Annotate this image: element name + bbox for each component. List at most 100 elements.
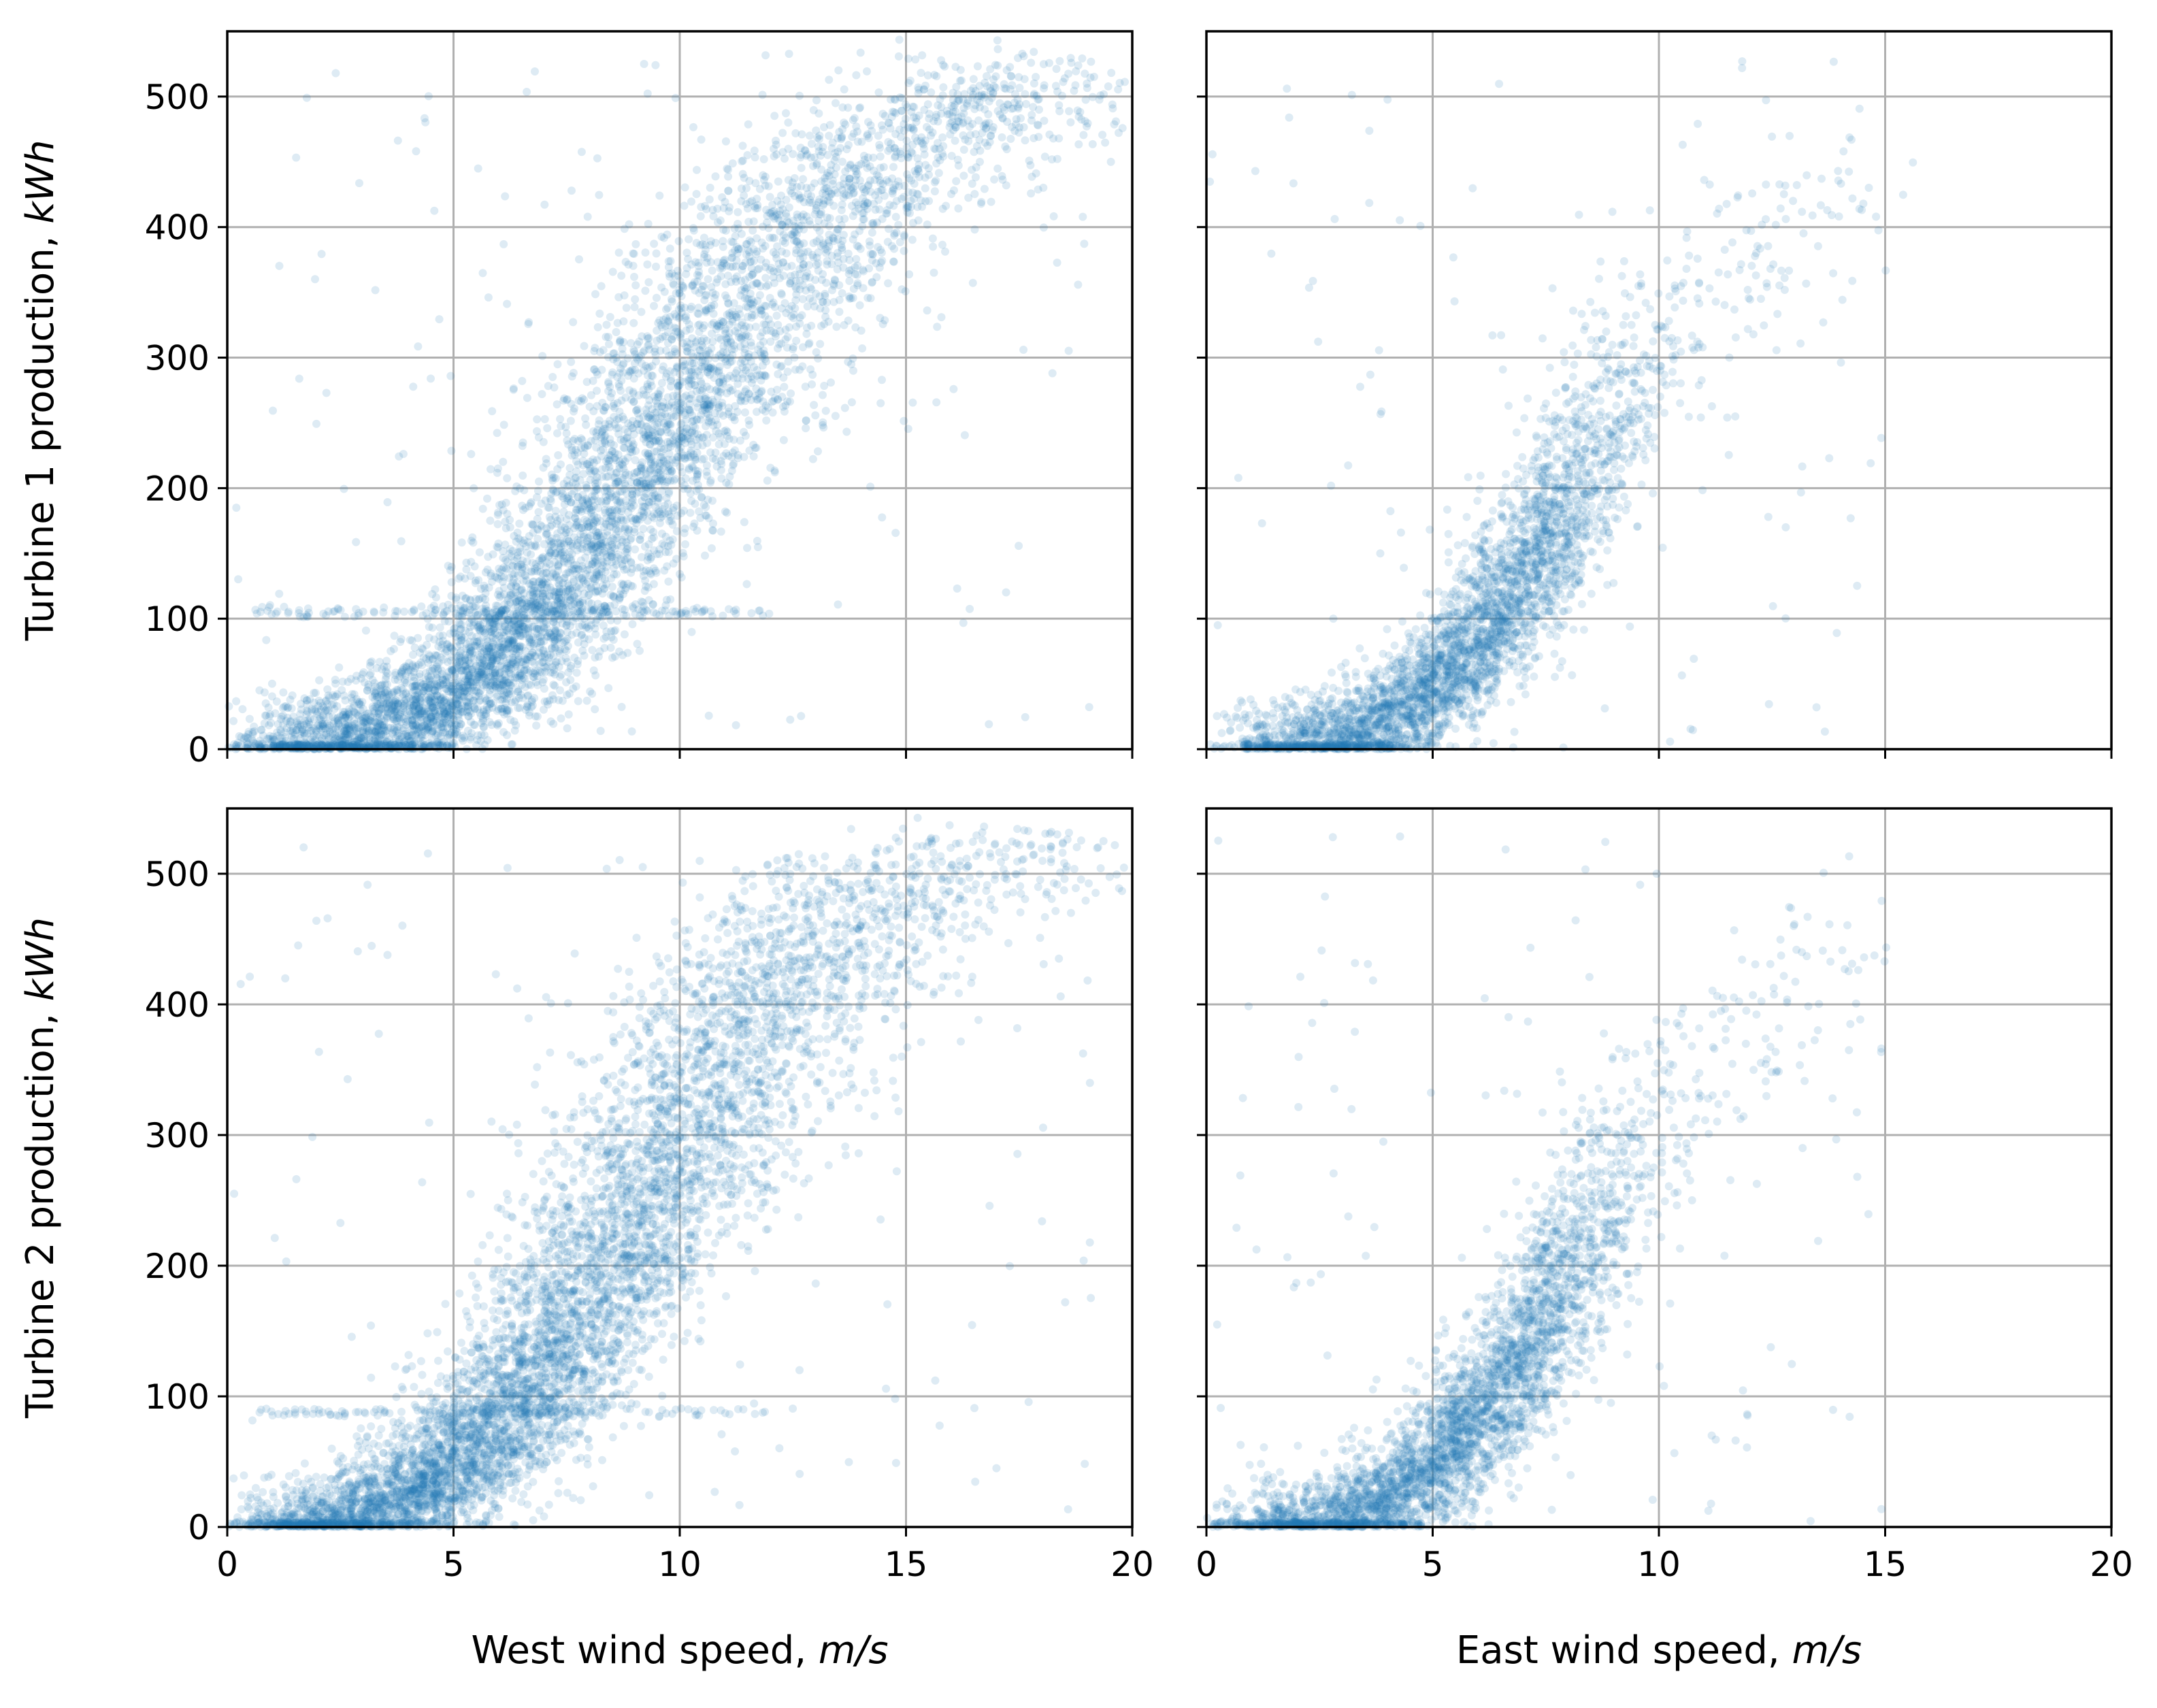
scatter-point <box>562 678 570 687</box>
scatter-point <box>845 293 853 301</box>
scatter-point <box>990 176 998 184</box>
scatter-point <box>807 192 815 200</box>
scatter-point <box>819 391 827 399</box>
scatter-point <box>429 623 437 631</box>
scatter-point <box>629 487 637 495</box>
scatter-point <box>458 538 466 546</box>
scatter-point <box>578 646 587 655</box>
scatter-point <box>486 516 494 525</box>
scatter-point <box>619 350 627 359</box>
scatter-point <box>905 270 913 278</box>
scatter-point <box>1027 59 1035 67</box>
scatter-point <box>721 291 729 299</box>
scatter-point <box>271 709 280 717</box>
scatter-point <box>663 413 672 421</box>
scatter-point <box>653 294 661 302</box>
scatter-point <box>591 290 599 298</box>
scatter-point <box>849 212 857 220</box>
scatter-point <box>909 188 917 197</box>
scatter-point <box>793 183 801 191</box>
scatter-point <box>593 532 601 540</box>
scatter-point <box>312 689 320 697</box>
scatter-point <box>940 63 949 71</box>
scatter-point <box>689 123 697 131</box>
scatter-point <box>621 630 629 638</box>
scatter-point <box>494 544 502 552</box>
scatter-point <box>999 176 1007 184</box>
scatter-point <box>554 360 562 368</box>
scatter-point <box>631 545 639 553</box>
scatter-point <box>581 553 589 561</box>
scatter-point <box>502 499 510 507</box>
scatter-point <box>1082 96 1090 104</box>
scatter-point <box>362 627 370 635</box>
scatter-point <box>721 508 729 516</box>
scatter-point <box>629 319 638 327</box>
scatter-point <box>761 408 770 416</box>
scatter-point <box>603 321 611 329</box>
scatter-point <box>950 186 958 195</box>
scatter-point <box>712 172 720 180</box>
scatter-point <box>814 110 823 118</box>
scatter-point <box>865 134 873 142</box>
scatter-point <box>506 523 514 531</box>
scatter-point <box>1000 80 1008 88</box>
scatter-point <box>671 348 679 356</box>
scatter-point <box>933 323 941 331</box>
scatter-point <box>724 186 732 195</box>
scatter-point <box>719 342 727 350</box>
scatter-point <box>900 247 908 255</box>
scatter-point <box>923 220 932 229</box>
scatter-point <box>915 216 923 225</box>
scatter-point <box>812 127 820 135</box>
scatter-point <box>765 266 774 274</box>
scatter-point <box>591 516 599 525</box>
scatter-point <box>573 669 581 677</box>
scatter-point <box>466 736 474 744</box>
scatter-point <box>638 308 646 316</box>
scatter-point <box>782 335 790 344</box>
scatter-point <box>414 634 422 642</box>
scatter-point <box>396 638 404 646</box>
scatter-point <box>713 322 721 330</box>
scatter-point <box>668 295 676 303</box>
scatter-point <box>538 352 546 360</box>
scatter-point <box>976 158 984 166</box>
scatter-point <box>745 421 753 429</box>
scatter-point <box>739 142 747 150</box>
scatter-point <box>540 438 548 446</box>
scatter-point <box>677 304 685 312</box>
scatter-point <box>968 180 976 188</box>
scatter-point <box>895 126 904 134</box>
scatter-point <box>895 52 903 61</box>
scatter-point <box>1071 81 1079 89</box>
scatter-point <box>664 578 672 586</box>
scatter-point <box>584 213 592 221</box>
scatter-point <box>599 406 608 414</box>
scatter-point <box>644 549 653 557</box>
scatter-point <box>510 386 518 394</box>
scatter-point <box>547 717 555 725</box>
scatter-point <box>476 595 484 603</box>
scatter-point <box>1040 81 1049 89</box>
scatter-point <box>617 397 625 405</box>
scatter-point <box>342 696 350 704</box>
scatter-point <box>892 213 900 221</box>
scatter-point <box>852 71 860 80</box>
scatter-point <box>894 178 902 186</box>
scatter-point <box>577 434 585 442</box>
scatter-point <box>397 537 406 545</box>
scatter-point <box>734 208 742 216</box>
scatter-point <box>797 164 806 172</box>
scatter-point <box>411 644 419 652</box>
scatter-point <box>838 103 846 112</box>
scatter-point <box>563 429 571 438</box>
scatter-point <box>658 529 666 538</box>
scatter-point <box>780 383 788 391</box>
scatter-point <box>831 170 839 178</box>
scatter-point <box>279 712 287 720</box>
scatter-point <box>868 229 876 237</box>
scatter-point <box>970 75 978 83</box>
scatter-point <box>470 485 478 493</box>
scatter-point <box>662 306 670 314</box>
